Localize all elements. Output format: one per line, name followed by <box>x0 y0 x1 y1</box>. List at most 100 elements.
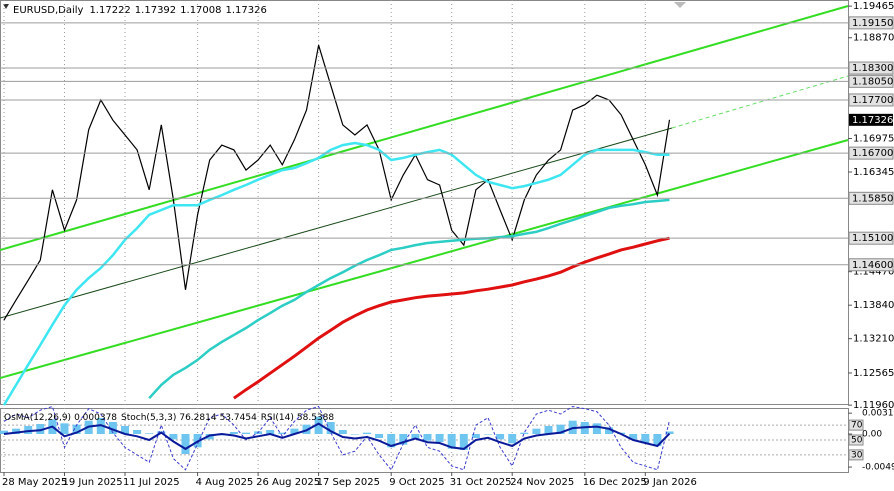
osma-name: OsMA(12,26,9) <box>4 413 71 423</box>
y-tick-label: -0.004959 <box>862 463 894 473</box>
x-tick-label: 31 Oct 2025 <box>450 477 512 488</box>
y2-tick-label: 30 <box>851 450 863 460</box>
stoch-main: 76.2814 <box>179 413 216 423</box>
x-tick-label: 4 Aug 2025 <box>196 477 254 488</box>
chart-header: EURUSD,Daily 1.17222 1.17392 1.17008 1.17326 <box>13 5 267 16</box>
osma-bar <box>387 434 396 448</box>
symbol: EURUSD,Daily <box>13 5 84 16</box>
y-tick-label: 1.19465 <box>853 1 894 12</box>
osma-bar <box>544 426 553 434</box>
level-box <box>848 231 894 245</box>
osma-bar <box>363 432 371 434</box>
x-tick-label: 26 Aug 2025 <box>256 477 320 488</box>
osma-bar <box>133 430 142 434</box>
osma-bar <box>665 431 674 434</box>
level-label: 1.15100 <box>852 233 893 244</box>
osma-bar <box>60 423 69 434</box>
osma-bar <box>605 427 613 434</box>
osma-bar <box>653 434 662 446</box>
low: 1.17008 <box>180 5 221 16</box>
level-label: 1.16700 <box>852 148 893 159</box>
osma-bar <box>145 433 154 434</box>
osma-bar <box>447 434 456 449</box>
osma-bar <box>108 422 117 434</box>
level-box <box>848 16 894 30</box>
osma-bar <box>36 424 45 434</box>
level-box <box>848 419 864 431</box>
channel-mid <box>0 127 673 319</box>
series-line <box>3 422 671 451</box>
oscillator-header: OsMA(12,26,9) 0.000378 Stoch(5,3,3) 76.2814… <box>4 413 334 423</box>
osma-bar <box>350 434 359 435</box>
level-label: 1.17700 <box>852 95 893 106</box>
osma-bar <box>399 434 408 445</box>
osma-bar <box>121 426 129 434</box>
level-label: 1.14600 <box>852 260 893 271</box>
osma-bar <box>375 434 384 438</box>
osma-bar <box>24 426 33 434</box>
close: 1.17326 <box>226 5 267 16</box>
x-tick-label: 19 Jun 2025 <box>63 477 123 488</box>
x-tick-label: 24 Nov 2025 <box>510 477 574 488</box>
level-box <box>848 93 894 107</box>
rsi-name: RSI(14) <box>261 413 294 423</box>
osma-bar <box>435 434 444 442</box>
y-tick-label: 1.16975 <box>853 133 894 144</box>
osma-bar <box>641 434 650 444</box>
osma-bar <box>242 432 250 434</box>
level-box <box>848 434 864 446</box>
channel-lower <box>0 139 849 379</box>
x-tick-label: 9 Oct 2025 <box>389 477 444 488</box>
y-tick-label: 1.18870 <box>853 33 894 44</box>
x-tick-label: 9 Jan 2026 <box>643 477 697 488</box>
osma-bar <box>629 434 638 440</box>
y-tick-label: 0.003126 <box>862 409 894 419</box>
osma-bar <box>0 430 8 434</box>
osma-bar <box>169 434 178 440</box>
osma-bar <box>471 434 480 438</box>
series-line <box>2 141 670 406</box>
x-tick-label: 11 Jul 2025 <box>123 477 180 488</box>
osma-bar <box>508 434 517 444</box>
stoch-signal: 53.7454 <box>220 413 257 423</box>
x-tick-label: 17 Sep 2025 <box>317 477 380 488</box>
x-tick-label: 28 May 2025 <box>2 477 67 488</box>
osma-bar <box>229 432 238 434</box>
osma-bar <box>266 430 275 434</box>
level-label: 1.18050 <box>852 76 893 87</box>
stoch-name: Stoch(5,3,3) <box>121 413 176 423</box>
price-label: 1.17326 <box>852 115 893 126</box>
level-box <box>848 258 894 272</box>
osma-bar <box>205 434 214 440</box>
channel-mid-extension <box>671 75 849 129</box>
shift-marker <box>674 2 686 8</box>
x-tick-label: 16 Dec 2025 <box>583 477 647 488</box>
osma-value: 0.000378 <box>74 413 117 423</box>
osma-bar <box>181 434 190 454</box>
osma-bar <box>12 428 21 434</box>
osma-bar <box>72 424 81 434</box>
osma-bar <box>496 434 505 440</box>
series-line <box>3 45 671 321</box>
osma-bar <box>592 423 601 434</box>
level-box <box>848 61 894 75</box>
osma-bar <box>484 434 492 435</box>
osma-bar <box>459 434 468 450</box>
menu-icon <box>3 4 9 9</box>
y-tick-label: 1.11960 <box>853 400 894 411</box>
series-line <box>3 405 670 471</box>
osma-bar <box>532 428 541 434</box>
series-line <box>148 198 670 400</box>
level-box <box>848 191 894 205</box>
y-tick-label: 1.13210 <box>853 334 894 345</box>
level-box <box>848 146 894 160</box>
y-tick-label: 1.12565 <box>853 368 894 379</box>
series-line <box>233 236 670 400</box>
osma-bar <box>314 416 323 434</box>
channel-upper <box>0 5 849 251</box>
y-tick-label: 1.14470 <box>853 267 894 278</box>
level-box <box>848 74 894 88</box>
